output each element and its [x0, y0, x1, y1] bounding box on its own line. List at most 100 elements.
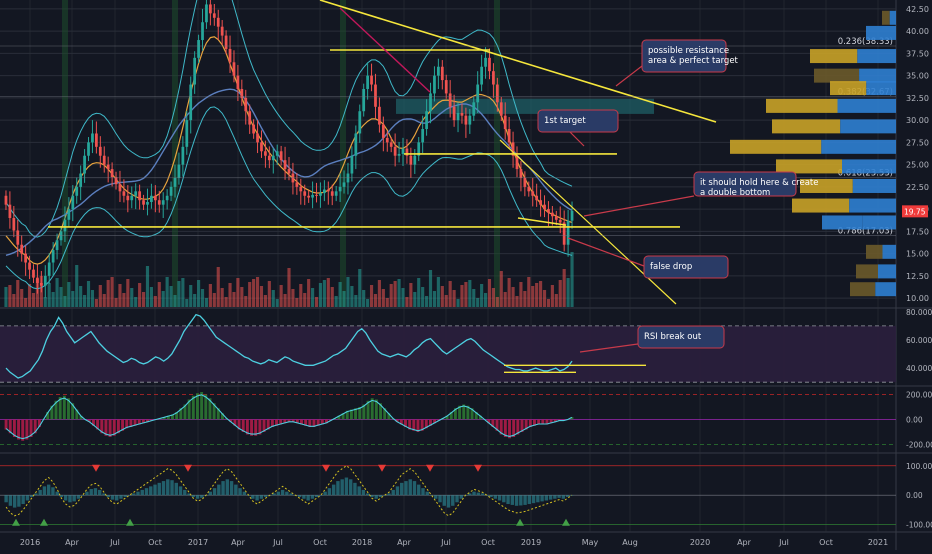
volume-bar — [503, 292, 507, 307]
price-axis-label: 25.00 — [906, 161, 929, 170]
volume-bar — [440, 286, 444, 307]
rsi-axis-label: 80.0000 — [906, 308, 932, 317]
osc-histogram-bar — [399, 419, 403, 425]
osc-histogram-bar — [287, 419, 291, 422]
volume-bar — [193, 294, 197, 307]
oscillator-pane[interactable] — [0, 392, 896, 445]
false-drop-callout[interactable] — [643, 255, 729, 279]
mom-area-bar — [98, 489, 102, 496]
volume-bar — [208, 284, 212, 307]
osc-histogram-bar — [162, 417, 166, 420]
first-target-callout[interactable] — [537, 109, 619, 133]
mom-area-bar — [157, 482, 161, 496]
volume-bar — [409, 283, 413, 307]
volume-profile-bar — [822, 215, 863, 230]
candle-body — [106, 164, 110, 170]
mom-axis-label: 100.00 — [906, 462, 932, 471]
osc-histogram-bar — [183, 404, 187, 420]
candle-body — [12, 218, 16, 231]
osc-histogram-bar — [445, 415, 449, 420]
candle-body — [114, 177, 118, 185]
candle-body — [79, 173, 83, 187]
candle-body — [224, 35, 228, 49]
candle-body — [472, 102, 476, 116]
volume-bar — [495, 297, 499, 307]
candle-body — [83, 155, 86, 174]
last-price-label: 19.75 — [904, 207, 926, 216]
candle-body — [299, 186, 303, 192]
mom-area-bar — [136, 491, 140, 496]
volume-bar — [358, 269, 362, 307]
osc-histogram-bar — [541, 419, 545, 425]
sell-signal-arrow — [322, 464, 330, 472]
candle-body — [126, 195, 130, 201]
volume-bar — [27, 284, 32, 307]
candle-body — [381, 124, 385, 138]
candle-body — [102, 155, 106, 165]
candle-body — [95, 133, 98, 147]
osc-histogram-bar — [449, 412, 453, 420]
volume-bar — [519, 282, 523, 307]
mom-area-bar — [170, 480, 174, 496]
mom-area-bar — [251, 495, 255, 499]
mom-area-bar — [276, 491, 281, 496]
candle-body — [570, 210, 574, 221]
candle-body — [350, 155, 354, 174]
mom-axis-label: -100.00 — [906, 521, 932, 530]
osc-histogram-bar — [520, 419, 524, 432]
resistance-callout[interactable] — [641, 39, 727, 73]
mom-area-bar — [187, 493, 191, 496]
mom-area-bar — [59, 495, 64, 497]
momentum-pane[interactable] — [0, 464, 896, 526]
volume-profile-bar — [882, 10, 890, 25]
volume-bar — [291, 289, 295, 307]
volume-bar — [464, 282, 468, 307]
candle-body — [358, 111, 362, 134]
candle-body — [216, 17, 220, 27]
osc-histogram-bar — [395, 419, 399, 422]
osc-histogram-bar — [75, 409, 79, 420]
mom-area-bar — [21, 495, 25, 505]
price-pane[interactable]: 0.236(38.33)0.382(32.67)0.618(23.53)0.78… — [0, 0, 896, 307]
mom-area-bar — [29, 495, 34, 497]
rsi-pane[interactable] — [0, 313, 896, 383]
osc-histogram-bar — [466, 405, 470, 420]
rsi-breakout-callout[interactable] — [637, 325, 725, 349]
lower-band-line — [5, 106, 573, 290]
descending-trendline — [319, 0, 717, 123]
mom-area-bar — [306, 495, 310, 501]
buy-signal-arrow — [40, 518, 48, 526]
osc-histogram-bar — [79, 415, 83, 420]
double-bottom-callout[interactable] — [693, 171, 797, 197]
mom-area-bar — [238, 488, 242, 496]
mom-area-bar — [191, 495, 195, 497]
volume-bar — [432, 291, 437, 307]
mom-area-bar — [63, 495, 68, 501]
mom-area-bar — [540, 495, 544, 502]
candle-body — [440, 66, 444, 81]
mom-area-bar — [149, 486, 153, 496]
candle-body — [519, 169, 523, 178]
price-axis-label: 17.50 — [906, 227, 929, 236]
mom-area-bar — [506, 495, 510, 505]
osc-histogram-bar — [491, 419, 495, 427]
candle-body — [67, 209, 71, 220]
osc-histogram-bar — [374, 399, 378, 420]
candle-body — [118, 184, 122, 192]
mom-area-bar — [280, 489, 285, 496]
time-axis-label: 2017 — [188, 538, 208, 547]
volume-bar — [515, 296, 519, 307]
osc-histogram-bar — [129, 419, 133, 427]
candle-body — [252, 124, 255, 134]
time-axis-label: Oct — [313, 538, 327, 547]
volume-bar — [326, 278, 330, 307]
volume-bar — [138, 283, 142, 307]
mom-area-bar — [425, 491, 429, 496]
volume-bar — [169, 286, 173, 307]
osc-histogram-bar — [21, 419, 25, 441]
candle-body — [110, 169, 114, 178]
candle-body — [554, 216, 558, 220]
